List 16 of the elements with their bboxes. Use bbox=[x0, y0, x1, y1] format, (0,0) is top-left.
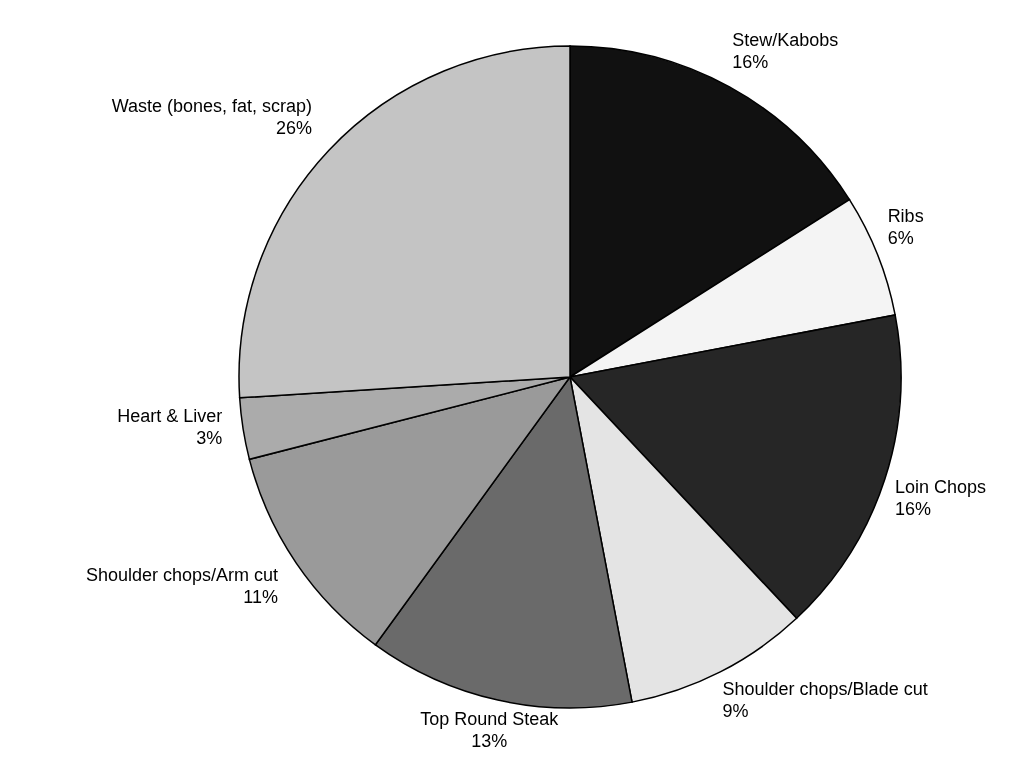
slice-label: Top Round Steak bbox=[420, 708, 560, 729]
data-label: 16% bbox=[895, 499, 932, 520]
data-label: 6% bbox=[887, 228, 914, 249]
data-label: 3% bbox=[196, 428, 223, 449]
slice-label: Loin Chops bbox=[895, 477, 987, 498]
slice-label: Heart & Liver bbox=[117, 406, 223, 427]
slice-label: Shoulder chops/Blade cut bbox=[722, 679, 928, 700]
data-label: 9% bbox=[722, 701, 749, 722]
data-label: 26% bbox=[276, 118, 313, 139]
data-label: 11% bbox=[243, 587, 278, 608]
slice-label: Ribs bbox=[887, 206, 924, 227]
data-label: 13% bbox=[471, 730, 508, 751]
slice-label: Waste (bones, fat, scrap) bbox=[111, 96, 313, 117]
slice-label: Shoulder chops/Arm cut bbox=[85, 565, 278, 586]
data-label: 16% bbox=[732, 51, 769, 72]
slice-label: Stew/Kabobs bbox=[732, 29, 839, 50]
